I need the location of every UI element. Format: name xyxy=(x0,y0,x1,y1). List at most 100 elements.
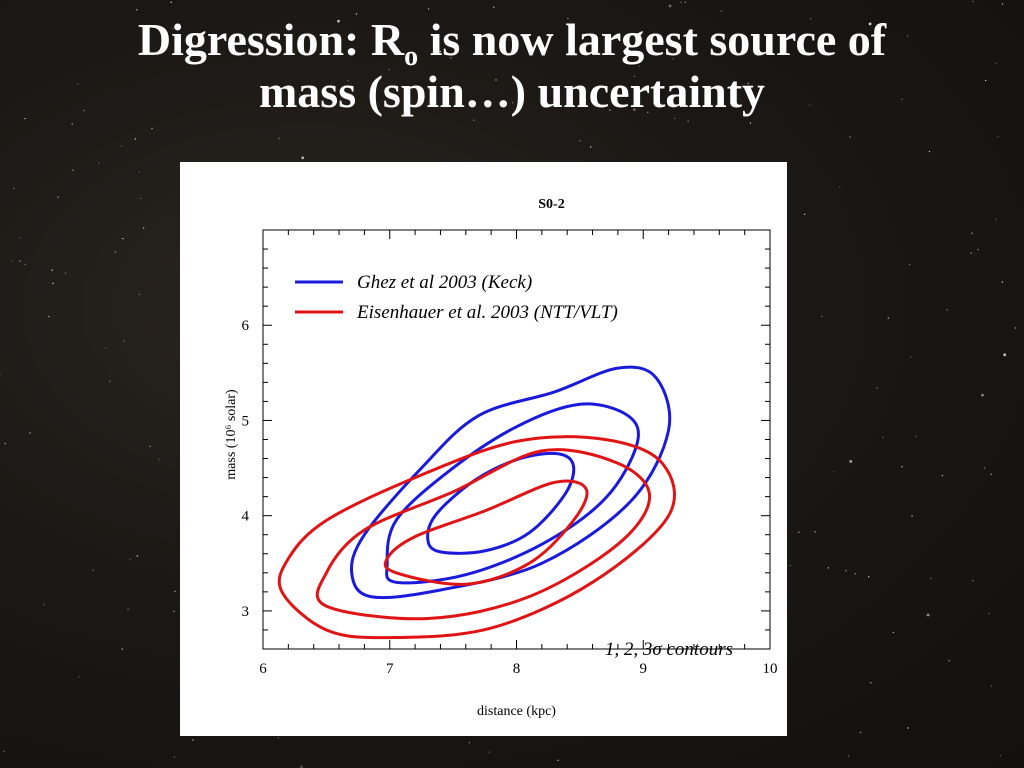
star-dot xyxy=(901,98,903,100)
chart-panel: S0-2 6 7 8 9 10 3 4 5 6 distance (kpc) mass (10⁶ so… xyxy=(180,162,787,736)
star-dot xyxy=(172,28,174,30)
star-dot xyxy=(1001,281,1004,283)
star-dot xyxy=(859,731,862,734)
star-dot xyxy=(122,237,124,240)
star-dot xyxy=(972,0,974,3)
star-dot xyxy=(299,94,301,96)
y-tick-label: 3 xyxy=(242,604,250,620)
star-dot xyxy=(808,104,811,106)
star-dot xyxy=(990,685,993,687)
x-axis-label: distance (kpc) xyxy=(477,704,556,719)
star-dot xyxy=(278,137,280,140)
star-dot xyxy=(277,737,280,739)
star-dot xyxy=(151,127,153,130)
star-dot xyxy=(827,567,830,569)
star-dot xyxy=(337,19,340,23)
star-dot xyxy=(57,196,59,198)
star-dot xyxy=(19,237,21,239)
star-dot xyxy=(907,727,909,729)
star-dot xyxy=(142,227,145,229)
x-tick-label: 7 xyxy=(386,661,394,677)
star-dot xyxy=(136,555,138,557)
y-tick-label: 6 xyxy=(242,318,250,334)
star-dot xyxy=(557,759,559,761)
x-tick-label: 6 xyxy=(259,661,267,677)
star-dot xyxy=(52,282,54,285)
star-dot xyxy=(948,660,950,662)
y-tick-label: 4 xyxy=(242,509,250,525)
star-dot xyxy=(984,467,986,469)
star-dot xyxy=(647,111,649,114)
chart-title: S0-2 xyxy=(538,197,564,212)
star-dot xyxy=(24,263,26,265)
star-dot xyxy=(926,613,930,617)
title-text-b: is now largest source of xyxy=(418,14,887,65)
star-dot xyxy=(906,35,909,37)
y-tick-label: 5 xyxy=(242,413,250,429)
star-dot xyxy=(4,442,6,445)
eisenhauer-contour-3sigma xyxy=(277,435,676,640)
title-line-2: mass (spin…) uncertainty xyxy=(258,66,766,117)
star-dot xyxy=(48,315,50,318)
star-dot xyxy=(633,108,636,111)
star-dot xyxy=(138,293,140,296)
star-dot xyxy=(579,140,581,142)
star-dot xyxy=(590,146,592,148)
star-dot xyxy=(138,171,140,173)
star-dot xyxy=(638,65,640,68)
star-dot xyxy=(428,87,430,90)
x-tick-label: 9 xyxy=(640,661,648,677)
star-dot xyxy=(684,1,686,3)
star-dot xyxy=(798,531,800,533)
star-dot xyxy=(19,260,21,262)
star-dot xyxy=(749,122,752,124)
star-dot xyxy=(134,138,136,140)
star-dot xyxy=(892,631,895,634)
star-dot xyxy=(720,10,723,12)
star-dot xyxy=(285,35,287,37)
star-dot xyxy=(814,531,816,533)
star-dot xyxy=(173,756,176,758)
star-dot xyxy=(11,260,13,262)
eisenhauer-contour-1sigma xyxy=(383,479,589,586)
star-dot xyxy=(355,13,358,15)
y-axis-label: mass (10⁶ solar) xyxy=(224,389,239,480)
star-dot xyxy=(173,610,175,612)
star-dot xyxy=(105,347,107,349)
star-dot xyxy=(24,117,26,120)
star-dot xyxy=(988,612,990,615)
star-dot xyxy=(970,252,972,254)
star-dot xyxy=(984,79,987,82)
ghez-contour-2sigma xyxy=(385,402,640,585)
star-dot xyxy=(170,1,172,3)
eisenhauer-contour-2sigma xyxy=(315,448,652,621)
star-dot xyxy=(868,22,872,26)
star-dot xyxy=(609,109,611,111)
star-dot xyxy=(833,471,835,473)
star-dot xyxy=(1001,3,1004,5)
star-dot xyxy=(946,309,948,311)
star-dot xyxy=(674,117,676,120)
star-dot xyxy=(300,765,303,768)
star-dot xyxy=(990,473,992,475)
star-dot xyxy=(971,232,973,234)
star-dot xyxy=(804,213,806,215)
star-dot xyxy=(92,569,94,572)
star-dot xyxy=(439,50,441,53)
star-dot xyxy=(51,269,53,271)
star-dot xyxy=(179,37,182,40)
star-dot xyxy=(981,393,984,397)
star-dot xyxy=(854,573,856,575)
star-dot xyxy=(450,57,452,59)
star-dot xyxy=(941,474,944,477)
star-dot xyxy=(136,9,138,11)
star-dot xyxy=(64,272,67,274)
star-dot xyxy=(1003,353,1007,357)
star-dot xyxy=(98,162,100,164)
title-line-1: Digression: Ro is now largest source of xyxy=(0,14,1024,71)
star-dot xyxy=(473,119,475,121)
star-dot xyxy=(845,570,847,572)
star-dot xyxy=(29,432,31,434)
star-dot xyxy=(3,750,5,753)
x-tick-label: 10 xyxy=(763,661,778,677)
